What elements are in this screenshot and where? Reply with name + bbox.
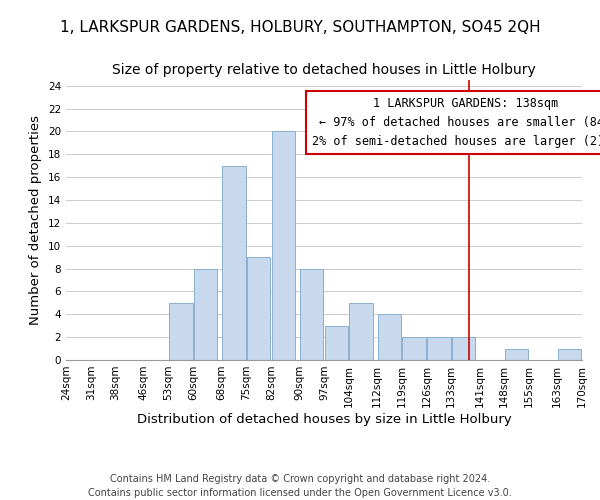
Bar: [349, 303, 373, 360]
Y-axis label: Number of detached properties: Number of detached properties: [29, 115, 43, 325]
Text: 1, LARKSPUR GARDENS, HOLBURY, SOUTHAMPTON, SO45 2QH: 1, LARKSPUR GARDENS, HOLBURY, SOUTHAMPTO…: [59, 20, 541, 35]
Bar: [402, 337, 426, 360]
Bar: [325, 326, 348, 360]
Bar: [300, 268, 323, 360]
Bar: [222, 166, 246, 360]
Bar: [377, 314, 401, 360]
Text: 1 LARKSPUR GARDENS: 138sqm
← 97% of detached houses are smaller (84)
2% of semi-: 1 LARKSPUR GARDENS: 138sqm ← 97% of deta…: [312, 97, 600, 148]
Bar: [169, 303, 193, 360]
Bar: [272, 132, 295, 360]
Bar: [247, 257, 271, 360]
Text: Contains HM Land Registry data © Crown copyright and database right 2024.
Contai: Contains HM Land Registry data © Crown c…: [88, 474, 512, 498]
X-axis label: Distribution of detached houses by size in Little Holbury: Distribution of detached houses by size …: [137, 412, 511, 426]
Bar: [194, 268, 217, 360]
Bar: [505, 348, 529, 360]
Bar: [558, 348, 581, 360]
Bar: [452, 337, 475, 360]
Bar: [427, 337, 451, 360]
Title: Size of property relative to detached houses in Little Holbury: Size of property relative to detached ho…: [112, 64, 536, 78]
